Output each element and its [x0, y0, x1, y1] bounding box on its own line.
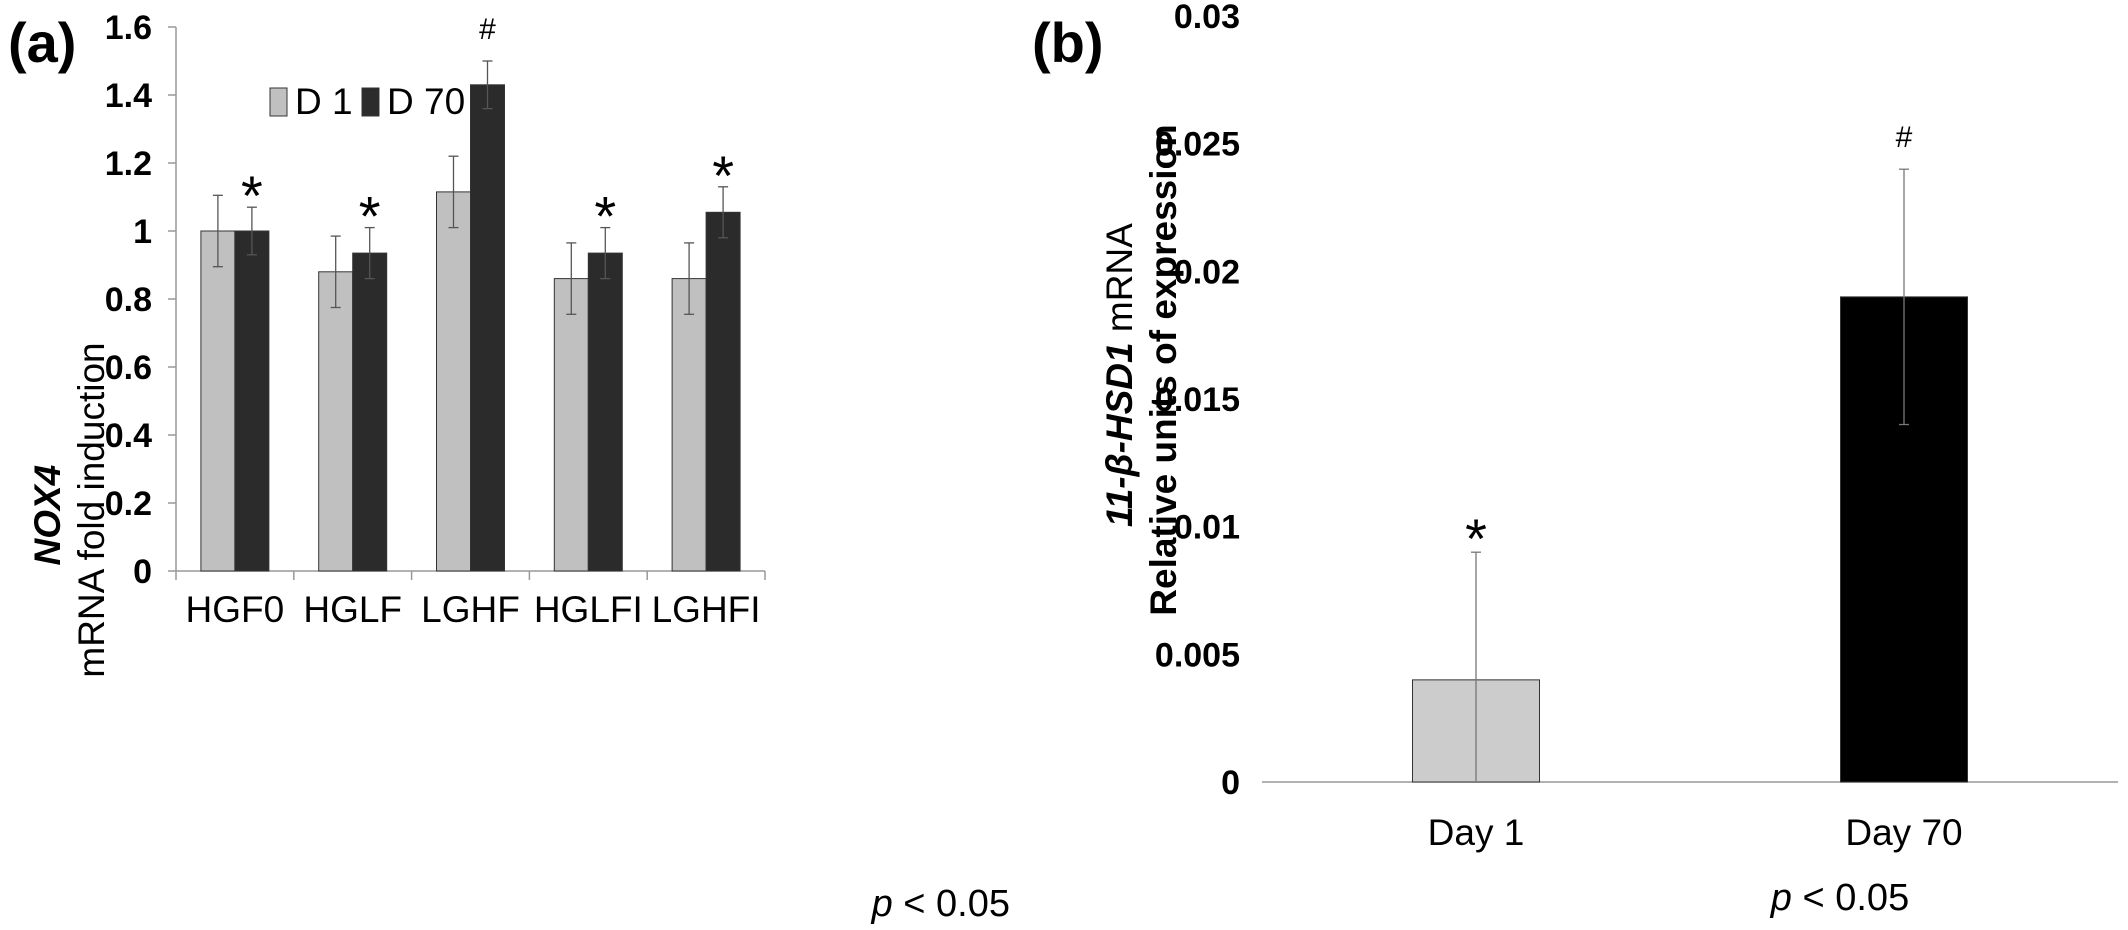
- bar-d-70-hglf: [352, 252, 388, 572]
- annotation-hash-lghf: #: [479, 13, 496, 46]
- bar-d-1-hgf0: [200, 230, 236, 572]
- y-tick-label: 1.4: [105, 77, 152, 115]
- legend: D 1 D 70: [269, 81, 465, 122]
- y-tick-label: 1: [133, 213, 152, 251]
- annotation-star-lghfi: *: [712, 144, 734, 207]
- panel-a-ylabel-gene: NOX4: [27, 465, 68, 566]
- x-tick-label-day-1: Day 1: [1428, 812, 1525, 853]
- annotation-hash-day-70: #: [1896, 121, 1913, 154]
- bar-d-1-hglfi: [553, 278, 589, 572]
- panel-b-ylabel-gene: 11-β-HSD1: [1099, 342, 1140, 527]
- y-tick-label: 0.2: [105, 485, 152, 523]
- panel-b-ylabel: 11-β-HSD1 mRNA Relative units of express…: [1099, 124, 1184, 615]
- panel-b-ylabel-text: Relative units of expression: [1143, 124, 1184, 615]
- y-tick-label: 0.03: [1174, 0, 1240, 36]
- panel-a-ylabel: NOX4 mRNA fold induction: [27, 342, 112, 677]
- y-tick-label: 0.4: [105, 417, 152, 455]
- panel-b-ylabel-suffix: mRNA: [1099, 223, 1140, 332]
- y-tick-label: 0.025: [1155, 126, 1240, 164]
- y-tick-label: 0.005: [1155, 636, 1240, 674]
- y-tick-label: 0.6: [105, 349, 152, 387]
- y-tick-label: 0.8: [105, 281, 152, 319]
- x-tick-label-day-70: Day 70: [1845, 812, 1962, 853]
- bar-d-1-lghfi: [671, 278, 707, 572]
- annotation-star-day-1: *: [1465, 507, 1487, 570]
- panel-b-plot: 0 0.005 0.01 0.015 0.02 0.025 0.03 Day 1 Day 70 *…: [1155, 0, 2118, 853]
- bar-d-70-hglfi: [587, 252, 623, 572]
- panel-a-pvalue-note: p < 0.05: [871, 883, 1010, 925]
- legend-label-d-1: D 1: [295, 81, 353, 122]
- y-tick-label: 0: [1221, 764, 1240, 802]
- x-tick-label-hgf0: HGF0: [186, 589, 285, 630]
- panel-a-label: (a): [8, 11, 76, 74]
- x-tick-label-lghfi: LGHFI: [652, 589, 761, 630]
- x-tick-label-hglfi: HGLFI: [534, 589, 643, 630]
- annotation-star-hglfi: *: [594, 185, 616, 248]
- legend-swatch-d-70: [361, 87, 380, 117]
- panel-a-plot: 0 0.2 0.4 0.6 0.8 1 1.2 1.4 1.6 HGF0 HGLF LGHF HGLFI…: [105, 9, 766, 630]
- annotation-star-hglf: *: [359, 185, 381, 248]
- bar-d-70-lghfi: [705, 211, 741, 572]
- y-tick-label: 0: [133, 553, 152, 591]
- bar-d-70-lghf: [470, 84, 505, 572]
- y-tick-label: 1.2: [105, 145, 152, 183]
- legend-label-d-70: D 70: [387, 81, 465, 122]
- bar-d-70-hgf0: [234, 230, 270, 572]
- legend-swatch-d-1: [269, 87, 288, 117]
- annotation-star-hgf0: *: [241, 164, 263, 227]
- y-tick-label: 0.01: [1174, 509, 1240, 547]
- y-tick-label: 0.015: [1155, 381, 1240, 419]
- y-tick-label: 1.6: [105, 9, 152, 47]
- bar-d-1-hglf: [318, 271, 354, 572]
- panel-b-pvalue-note: p < 0.05: [1770, 877, 1909, 919]
- y-tick-label: 0.02: [1174, 253, 1240, 291]
- panel-b-ylabel-line1: 11-β-HSD1 mRNA: [1099, 223, 1140, 527]
- x-tick-label-hglf: HGLF: [303, 589, 402, 630]
- panel-b-label: (b): [1032, 11, 1104, 74]
- bar-d-1-lghf: [436, 191, 471, 572]
- panel-a-ylabel-text: mRNA fold induction: [71, 342, 112, 677]
- x-tick-label-lghf: LGHF: [421, 589, 520, 630]
